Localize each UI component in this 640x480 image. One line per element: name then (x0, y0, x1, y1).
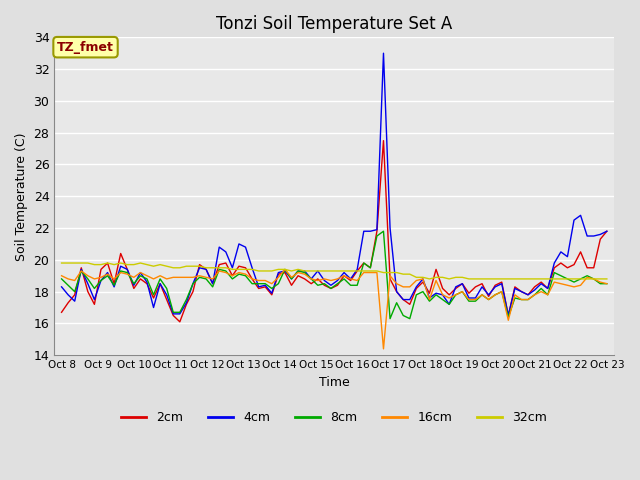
Y-axis label: Soil Temperature (C): Soil Temperature (C) (15, 132, 28, 261)
16cm (64, 276, 72, 282)
8cm (91, 286, 99, 291)
32cm (478, 276, 486, 282)
2cm (307, 281, 315, 287)
4cm (504, 312, 512, 318)
8cm (327, 286, 335, 291)
32cm (504, 276, 512, 282)
32cm (426, 276, 433, 282)
4cm (478, 284, 486, 290)
4cm (327, 282, 335, 288)
16cm (91, 276, 99, 282)
2cm (64, 300, 72, 306)
16cm (307, 276, 315, 282)
X-axis label: Time: Time (319, 376, 349, 389)
16cm (603, 281, 611, 287)
4cm (603, 228, 611, 234)
8cm (58, 276, 65, 282)
4cm (58, 284, 65, 290)
32cm (603, 276, 611, 282)
2cm (91, 301, 99, 307)
Title: Tonzi Soil Temperature Set A: Tonzi Soil Temperature Set A (216, 15, 452, 33)
Legend: 2cm, 4cm, 8cm, 16cm, 32cm: 2cm, 4cm, 8cm, 16cm, 32cm (116, 406, 552, 429)
2cm (176, 319, 184, 324)
2cm (380, 138, 387, 144)
4cm (301, 268, 308, 274)
2cm (333, 282, 341, 288)
16cm (281, 266, 289, 272)
8cm (511, 295, 519, 301)
32cm (301, 268, 308, 274)
Text: TZ_fmet: TZ_fmet (57, 41, 114, 54)
Line: 32cm: 32cm (61, 263, 607, 279)
4cm (91, 297, 99, 302)
32cm (91, 262, 99, 267)
8cm (380, 228, 387, 234)
16cm (484, 297, 492, 302)
32cm (58, 260, 65, 266)
8cm (64, 282, 72, 288)
16cm (333, 276, 341, 282)
Line: 2cm: 2cm (61, 141, 607, 322)
4cm (380, 50, 387, 56)
8cm (386, 316, 394, 322)
8cm (603, 281, 611, 287)
Line: 16cm: 16cm (61, 269, 607, 349)
2cm (484, 293, 492, 299)
4cm (64, 292, 72, 298)
32cm (64, 260, 72, 266)
Line: 8cm: 8cm (61, 231, 607, 319)
16cm (511, 292, 519, 298)
4cm (511, 286, 519, 291)
16cm (58, 273, 65, 278)
2cm (603, 228, 611, 234)
2cm (511, 284, 519, 290)
8cm (301, 270, 308, 276)
16cm (380, 346, 387, 352)
2cm (58, 310, 65, 315)
32cm (327, 268, 335, 274)
8cm (484, 297, 492, 302)
Line: 4cm: 4cm (61, 53, 607, 315)
